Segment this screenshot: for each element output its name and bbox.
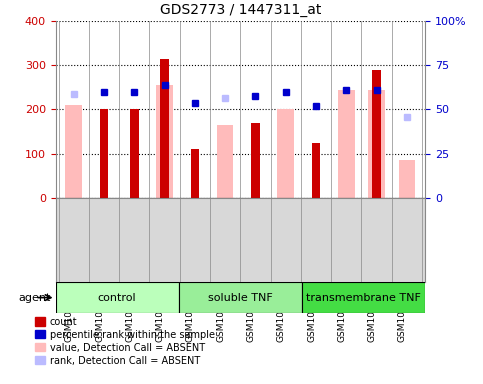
- Bar: [156, 85, 173, 198]
- Bar: [65, 105, 82, 198]
- Bar: [368, 89, 385, 198]
- Text: control: control: [98, 293, 136, 303]
- Title: GDS2773 / 1447311_at: GDS2773 / 1447311_at: [159, 3, 321, 17]
- Bar: [312, 142, 320, 198]
- Bar: [217, 125, 233, 198]
- Bar: [277, 109, 294, 198]
- FancyBboxPatch shape: [56, 282, 179, 313]
- Legend: count, percentile rank within the sample, value, Detection Call = ABSENT, rank, : count, percentile rank within the sample…: [31, 313, 219, 369]
- Bar: [191, 149, 199, 198]
- Bar: [338, 89, 355, 198]
- Text: transmembrane TNF: transmembrane TNF: [306, 293, 421, 303]
- FancyBboxPatch shape: [302, 282, 425, 313]
- Bar: [130, 109, 139, 198]
- Bar: [372, 70, 381, 198]
- Bar: [398, 160, 415, 198]
- Bar: [100, 109, 108, 198]
- Bar: [160, 59, 169, 198]
- FancyBboxPatch shape: [179, 282, 302, 313]
- Text: agent: agent: [18, 293, 51, 303]
- Bar: [251, 123, 260, 198]
- Text: soluble TNF: soluble TNF: [208, 293, 273, 303]
